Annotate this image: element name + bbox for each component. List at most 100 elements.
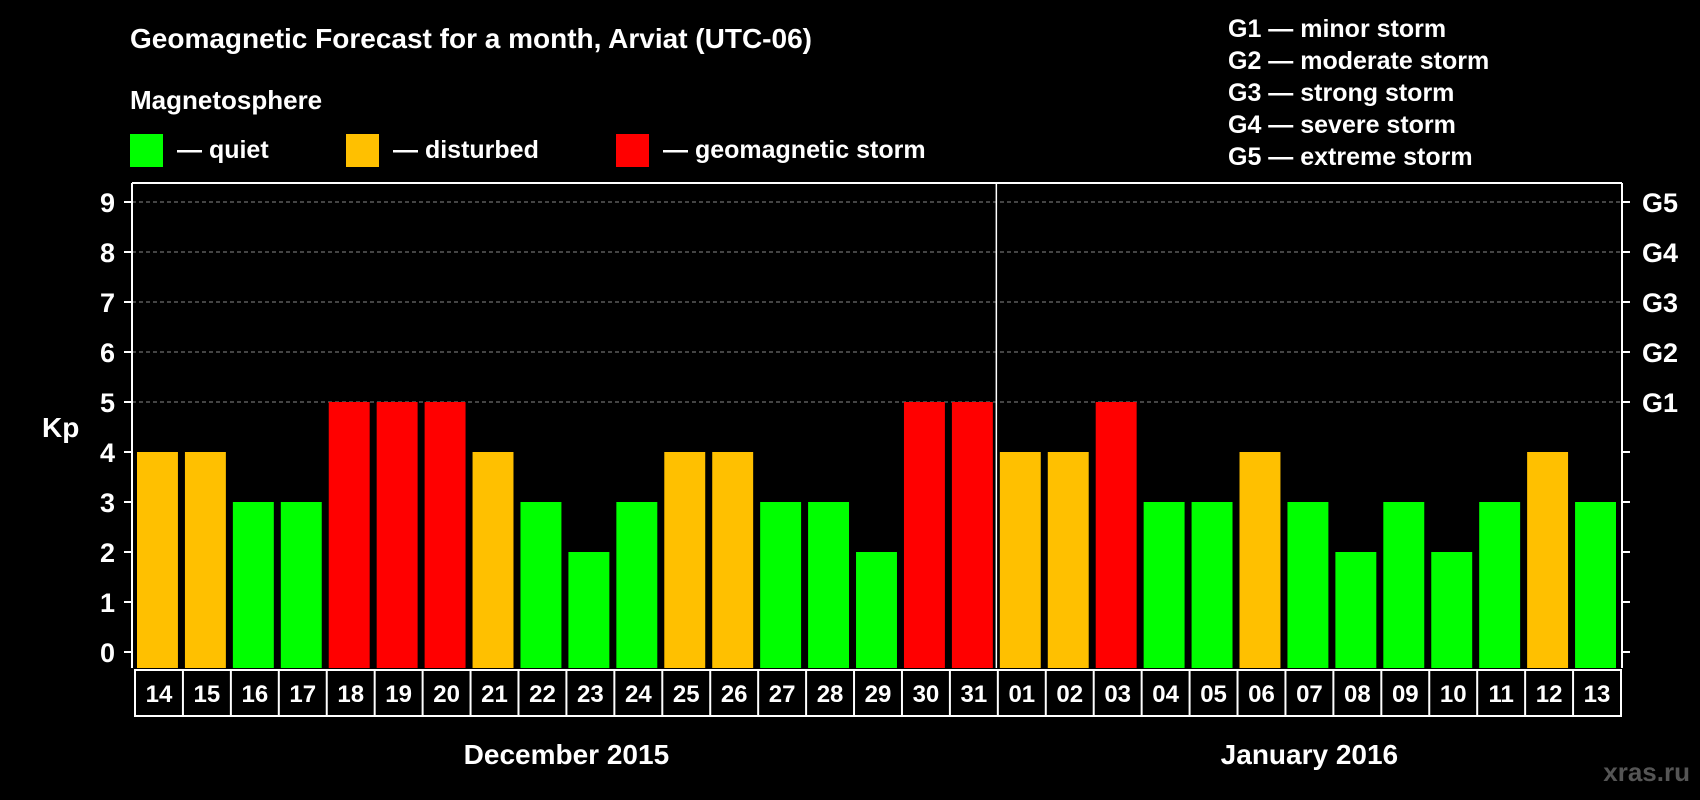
day-labels: 14 15 16 17 18 19 20 21 22 23 24 25 26 27 28 29 30 31 01 02… [134, 669, 1622, 717]
storm-scale-4: G4 — severe storm [1228, 111, 1456, 139]
bar-23 [568, 552, 610, 668]
grid-lines [132, 201, 1622, 403]
bar-03 [1095, 402, 1137, 668]
day-label-25: 25 [673, 681, 700, 708]
y-tick-label-9: 9 [100, 188, 115, 218]
day-label-frame [134, 669, 1622, 717]
y-tick-label-7: 7 [100, 288, 115, 318]
y-tick-label-5: 5 [100, 388, 115, 418]
bar-14 [137, 452, 178, 668]
storm-scale-3: G3 — strong storm [1228, 79, 1454, 107]
bar-07 [1287, 502, 1329, 668]
axes [131, 182, 1623, 668]
day-label-08: 08 [1344, 681, 1371, 708]
bar-05 [1191, 502, 1233, 668]
day-label-24: 24 [625, 681, 652, 708]
y-tick-label-8: 8 [100, 238, 115, 268]
day-label-26: 26 [721, 681, 748, 708]
bar-19 [376, 402, 418, 668]
bar-09 [1383, 502, 1425, 668]
day-label-29: 29 [865, 681, 892, 708]
y-tick-label-2: 2 [100, 538, 115, 568]
bar-16 [232, 502, 274, 668]
legend-label-1: — disturbed [393, 136, 539, 164]
day-label-04: 04 [1152, 681, 1179, 708]
day-label-14: 14 [146, 681, 173, 708]
day-label-18: 18 [337, 681, 364, 708]
y-tick-label-4: 4 [100, 438, 115, 468]
bar-25 [664, 452, 706, 668]
day-label-16: 16 [241, 681, 268, 708]
right-tick-label-G5: G5 [1642, 188, 1678, 218]
right-tick-labels: G1 G2 G3 G4 G5 [1642, 188, 1678, 418]
y-axis-label: Kp [42, 412, 79, 443]
day-label-21: 21 [481, 681, 508, 708]
bar-28 [808, 502, 850, 668]
day-label-11: 11 [1488, 681, 1513, 708]
day-label-15: 15 [194, 681, 221, 708]
bar-06 [1239, 452, 1281, 668]
day-label-05: 05 [1200, 681, 1227, 708]
day-label-28: 28 [817, 681, 844, 708]
month-label-1: January 2016 [1221, 739, 1398, 770]
legend-label-2: — geomagnetic storm [663, 136, 926, 164]
day-label-27: 27 [769, 681, 796, 708]
day-label-19: 19 [385, 681, 412, 708]
storm-scale-1: G1 — minor storm [1228, 15, 1446, 43]
storm-scale-5: G5 — extreme storm [1228, 143, 1473, 171]
bar-20 [424, 402, 466, 668]
bar-02 [1047, 452, 1089, 668]
day-label-17: 17 [289, 681, 316, 708]
credit-text: xras.ru [1603, 757, 1690, 787]
bar-10 [1431, 552, 1473, 668]
day-label-10: 10 [1440, 681, 1467, 708]
bar-26 [712, 452, 754, 668]
month-label-0: December 2015 [464, 739, 669, 770]
legend-swatch-2 [616, 134, 649, 167]
month-labels: December 2015 January 2016 [464, 739, 1398, 770]
bar-30 [903, 402, 945, 668]
day-label-20: 20 [433, 681, 460, 708]
storm-scale-2: G2 — moderate storm [1228, 47, 1489, 75]
bar-01 [999, 452, 1041, 668]
storm-scale-legend: G1 — minor storm G2 — moderate storm G3 — … [1228, 15, 1489, 171]
day-label-02: 02 [1056, 681, 1083, 708]
day-label-09: 09 [1392, 681, 1419, 708]
day-label-07: 07 [1296, 681, 1323, 708]
bars [137, 402, 1616, 668]
bar-31 [951, 402, 993, 668]
bar-11 [1479, 502, 1521, 668]
right-tick-label-G3: G3 [1642, 288, 1678, 318]
magnetosphere-legend: — quiet — disturbed — geomagnetic storm [130, 134, 926, 167]
legend-swatch-0 [130, 134, 163, 167]
legend-swatch-1 [346, 134, 379, 167]
legend-label-0: — quiet [177, 136, 269, 164]
y-tick-label-6: 6 [100, 338, 115, 368]
bar-21 [472, 452, 514, 668]
day-label-23: 23 [577, 681, 604, 708]
day-label-31: 31 [961, 681, 988, 708]
right-tick-label-G2: G2 [1642, 338, 1678, 368]
bar-15 [184, 452, 226, 668]
day-label-13: 13 [1584, 681, 1611, 708]
chart-title: Geomagnetic Forecast for a month, Arviat… [130, 23, 812, 54]
day-label-30: 30 [913, 681, 940, 708]
bar-18 [328, 402, 370, 668]
bar-08 [1335, 552, 1377, 668]
day-label-03: 03 [1104, 681, 1131, 708]
chart-subtitle: Magnetosphere [130, 85, 322, 115]
y-tick-label-0: 0 [100, 638, 115, 668]
right-tick-label-G1: G1 [1642, 388, 1678, 418]
day-label-06: 06 [1248, 681, 1275, 708]
bar-22 [520, 502, 562, 668]
right-tick-label-G4: G4 [1642, 238, 1678, 268]
bar-13 [1575, 502, 1616, 668]
day-label-01: 01 [1008, 681, 1035, 708]
day-label-22: 22 [529, 681, 556, 708]
bar-24 [616, 502, 658, 668]
bar-12 [1527, 452, 1569, 668]
bar-17 [280, 502, 322, 668]
day-label-12: 12 [1536, 681, 1563, 708]
bar-29 [856, 552, 897, 668]
